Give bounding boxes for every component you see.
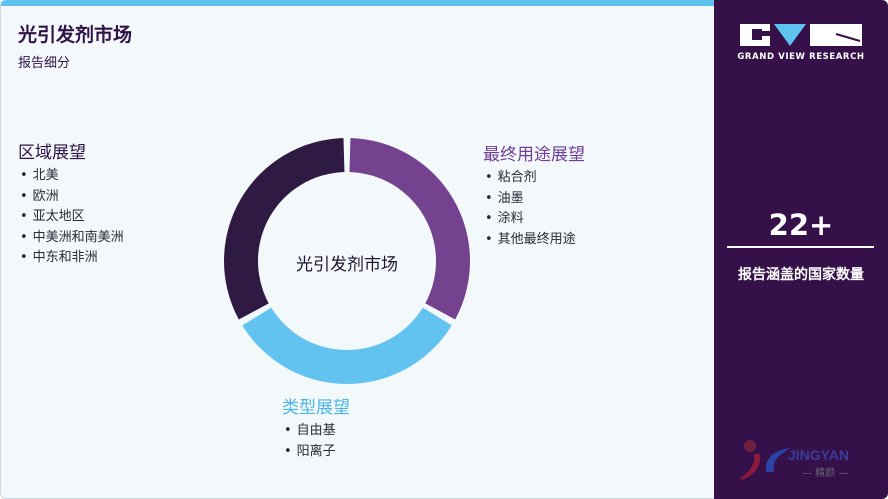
country-count: 22+ bbox=[768, 208, 834, 242]
donut-segment-type bbox=[242, 307, 452, 384]
sidebar bbox=[714, 0, 888, 499]
end-use-outlook-title: 最终用途展望 bbox=[483, 145, 585, 165]
svg-text:JINGYAN: JINGYAN bbox=[788, 447, 849, 463]
region-outlook-title: 区域展望 bbox=[18, 143, 86, 163]
list-item: 中美洲和南美洲 bbox=[18, 228, 124, 249]
country-count-caption: 报告涵盖的国家数量 bbox=[738, 267, 864, 283]
type-outlook-title: 类型展望 bbox=[282, 398, 350, 418]
list-item: 粘合剂 bbox=[483, 168, 585, 189]
list-item: 欧洲 bbox=[18, 187, 124, 208]
list-item: 中东和非洲 bbox=[18, 248, 124, 269]
list-item: 阳离子 bbox=[282, 442, 350, 463]
donut-center-label: 光引发剂市场 bbox=[296, 255, 398, 275]
list-item: 涂料 bbox=[483, 209, 585, 230]
page-title: 光引发剂市场 bbox=[18, 24, 133, 46]
region-outlook: 区域展望 北美 欧洲 亚太地区 中美洲和南美洲 中东和非洲 bbox=[18, 138, 124, 269]
list-item: 自由基 bbox=[282, 421, 350, 442]
list-item: 亚太地区 bbox=[18, 207, 124, 228]
list-item: 其他最终用途 bbox=[483, 230, 585, 251]
list-item: 油墨 bbox=[483, 189, 585, 210]
segment-donut bbox=[224, 138, 470, 384]
type-outlook: 类型展望 自由基 阳离子 bbox=[282, 393, 350, 462]
end-use-outlook: 最终用途展望 粘合剂 油墨 涂料 其他最终用途 bbox=[483, 140, 585, 250]
page-subtitle: 报告细分 bbox=[18, 56, 71, 71]
gvr-logo-icon bbox=[740, 24, 862, 46]
watermark-logo-icon: JINGYAN — 精颜 — bbox=[740, 440, 849, 480]
list-item: 北美 bbox=[18, 166, 124, 187]
donut-segment-region bbox=[224, 138, 345, 320]
svg-text:— 精颜 —: — 精颜 — bbox=[802, 466, 848, 479]
donut-segment-end_use bbox=[349, 138, 470, 320]
divider bbox=[727, 246, 874, 248]
brand-name: GRAND VIEW RESEARCH bbox=[737, 52, 865, 62]
